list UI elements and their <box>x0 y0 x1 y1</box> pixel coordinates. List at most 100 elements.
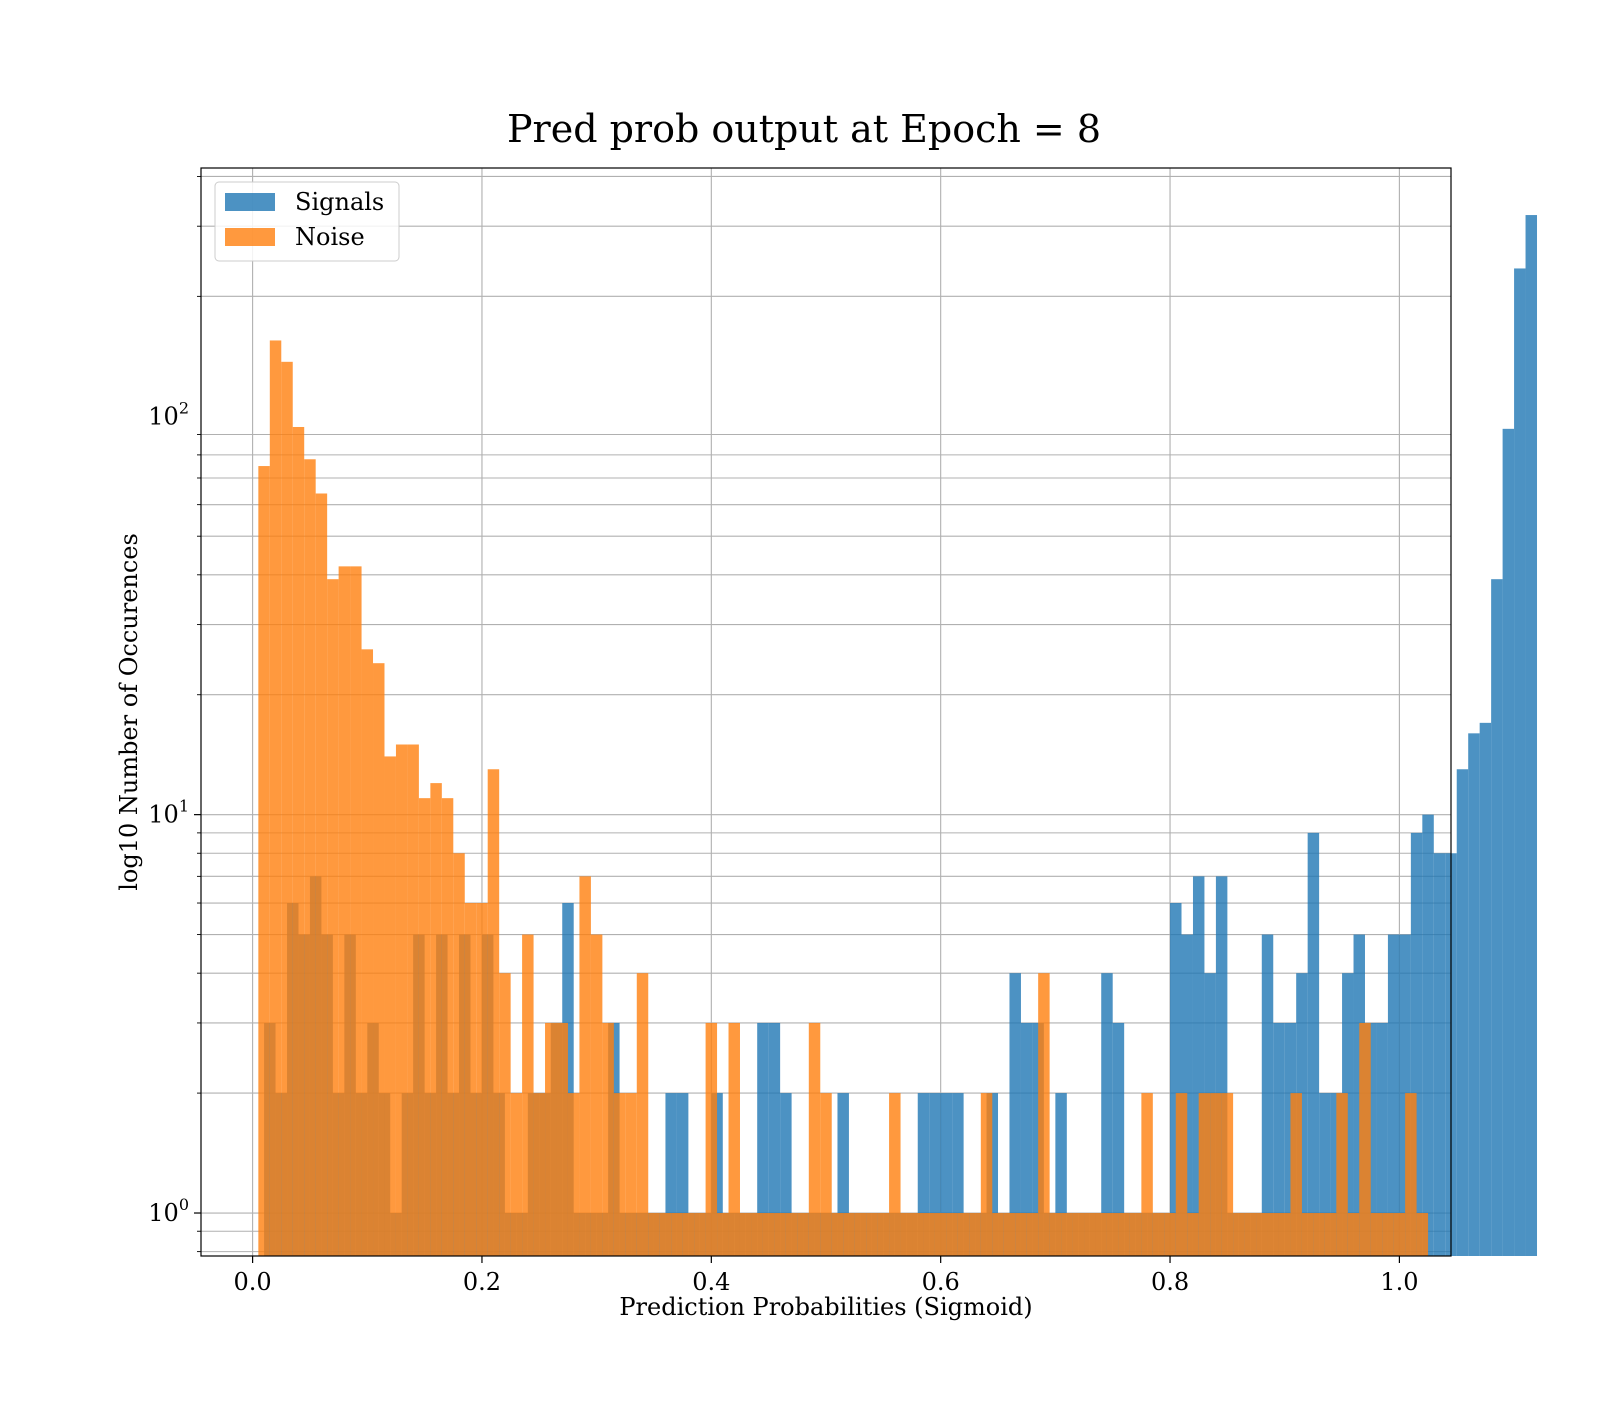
bar-noise <box>338 566 351 1256</box>
bar-noise <box>785 1213 798 1256</box>
bar-signals <box>1422 814 1434 1256</box>
bar-noise <box>350 566 362 1256</box>
plot-frame <box>200 167 1452 1257</box>
axis-ticks: 0.0 0.2 0.4 0.6 0.8 1.0 100 101 102 <box>148 175 1418 1296</box>
x-tick-label: 0.4 <box>692 1268 730 1296</box>
bar-noise <box>487 769 500 1256</box>
bar-noise <box>258 466 270 1257</box>
bar-noise <box>648 1213 660 1256</box>
x-tick-label: 1.0 <box>1380 1268 1418 1296</box>
bar-noise <box>820 1093 832 1256</box>
bar-noise <box>407 744 419 1256</box>
bar-signals <box>665 1093 677 1256</box>
bar-signals <box>1009 973 1021 1256</box>
x-axis-label: Prediction Probabilities (Sigmoid) <box>619 1293 1032 1321</box>
bar-signals <box>1364 1022 1377 1256</box>
bar-noise <box>556 1022 568 1256</box>
bar-signals <box>1192 876 1205 1256</box>
bar-noise <box>1003 1213 1016 1256</box>
bar-noise <box>992 1213 1004 1256</box>
bar-signals <box>676 1093 689 1256</box>
bar-noise <box>1072 1213 1085 1256</box>
bar-noise <box>1049 1213 1062 1256</box>
bar-noise <box>1061 1213 1073 1256</box>
bar-noise <box>1175 1093 1188 1256</box>
bar-noise <box>464 903 477 1256</box>
bar-noise <box>1393 1213 1406 1256</box>
bar-noise <box>889 1093 901 1256</box>
histogram-bars <box>258 215 1538 1257</box>
bar-noise <box>1405 1093 1417 1256</box>
bar-signals <box>837 1093 849 1256</box>
bar-signals <box>1284 1022 1297 1256</box>
bar-noise <box>808 1022 821 1256</box>
x-tick-label: 0.6 <box>922 1268 960 1296</box>
legend-label-signals: Signals <box>295 188 384 216</box>
bar-signals <box>1387 934 1400 1256</box>
bar-noise <box>1244 1213 1257 1256</box>
x-tick-label: 0.8 <box>1151 1268 1189 1296</box>
bar-noise <box>1187 1213 1199 1256</box>
bar-signals <box>1319 1093 1331 1256</box>
bar-signals <box>1101 973 1113 1256</box>
bar-noise <box>533 1093 546 1256</box>
bar-signals <box>1479 722 1492 1256</box>
bar-noise <box>923 1213 935 1256</box>
bar-noise <box>579 876 591 1256</box>
bar-signals <box>1502 428 1515 1256</box>
bar-noise <box>957 1213 970 1256</box>
bar-signals <box>1273 1022 1285 1256</box>
bar-signals <box>1468 733 1480 1256</box>
y-tick-label: 100 <box>148 1195 189 1227</box>
bar-noise <box>304 459 316 1256</box>
bar-noise <box>281 361 293 1256</box>
bar-noise <box>934 1213 947 1256</box>
bar-signals <box>1307 832 1320 1256</box>
bar-noise <box>831 1213 844 1256</box>
bar-signals <box>1410 832 1423 1256</box>
bar-noise <box>980 1093 993 1256</box>
bar-signals <box>757 1022 769 1256</box>
bar-noise <box>441 798 454 1256</box>
bar-noise <box>969 1213 981 1256</box>
bar-noise <box>1256 1213 1268 1256</box>
bar-noise <box>877 1213 890 1256</box>
bar-noise <box>1324 1213 1337 1256</box>
bar-noise <box>751 1213 763 1256</box>
y-axis-label: log10 Number of Occurences <box>115 533 143 891</box>
bar-signals <box>952 1093 964 1256</box>
bar-noise <box>1118 1213 1130 1256</box>
legend-label-noise: Noise <box>295 223 365 251</box>
bar-noise <box>682 1213 695 1256</box>
bar-noise <box>373 663 385 1256</box>
bar-signals <box>1112 1022 1125 1256</box>
bar-noise <box>522 934 534 1256</box>
bar-noise <box>269 340 282 1256</box>
bar-noise <box>545 1022 557 1256</box>
bar-noise <box>499 973 511 1256</box>
bar-noise <box>1290 1093 1302 1256</box>
bar-signals <box>929 1093 941 1256</box>
bar-noise <box>384 756 396 1256</box>
y-tick-label: 102 <box>148 398 189 430</box>
bar-noise <box>430 783 442 1256</box>
bar-noise <box>694 1213 706 1256</box>
bar-signals <box>1433 853 1446 1256</box>
bar-noise <box>946 1213 958 1256</box>
bar-signals <box>1342 973 1354 1256</box>
bar-noise <box>1416 1213 1429 1256</box>
y-tick-label: 101 <box>148 797 189 829</box>
bar-signals <box>1261 934 1274 1256</box>
bar-noise <box>659 1213 672 1256</box>
bar-noise <box>774 1213 786 1256</box>
bar-noise <box>361 649 374 1256</box>
bar-noise <box>1221 1093 1234 1256</box>
bar-noise <box>602 1022 614 1256</box>
bar-noise <box>292 426 305 1257</box>
bar-noise <box>1313 1213 1325 1256</box>
bar-noise <box>1278 1213 1291 1256</box>
bar-noise <box>843 1213 855 1256</box>
bar-noise <box>1038 973 1050 1256</box>
bar-noise <box>1359 1022 1371 1256</box>
